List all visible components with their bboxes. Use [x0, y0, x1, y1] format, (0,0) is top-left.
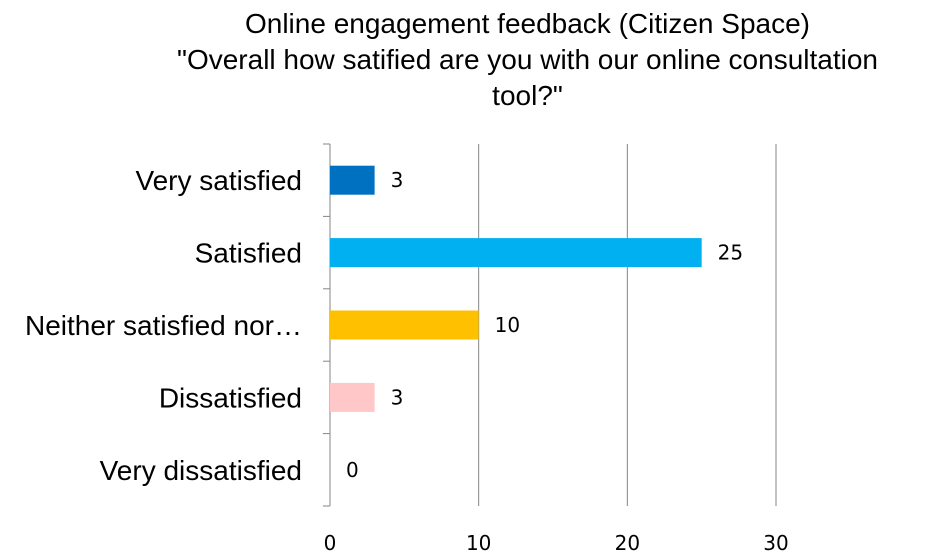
data-label-1: 25	[718, 241, 743, 265]
category-label-2: Neither satisfied nor…	[25, 310, 302, 341]
category-label-3: Dissatisfied	[159, 382, 302, 413]
x-tick-label-1: 10	[466, 531, 491, 554]
category-label-0: Very satisfied	[135, 165, 302, 196]
chart-title: Online engagement feedback (Citizen Spac…	[0, 6, 945, 114]
category-label-4: Very dissatisfied	[100, 455, 302, 486]
bar-3	[330, 382, 375, 412]
chart-title-line-1: Online engagement feedback (Citizen Spac…	[244, 8, 810, 39]
x-tick-label-0: 0	[324, 531, 337, 554]
bar-1	[330, 238, 702, 268]
chart-title-line-2: "Overall how satified are you with our o…	[177, 44, 878, 75]
bar-0	[330, 165, 375, 195]
x-tick-label-2: 20	[615, 531, 640, 554]
data-label-0: 3	[391, 168, 404, 192]
chart-title-line-3: tool?"	[492, 80, 563, 111]
bar-2	[330, 310, 479, 340]
data-label-4: 0	[346, 458, 359, 482]
data-label-2: 10	[495, 313, 520, 337]
category-label-1: Satisfied	[195, 238, 302, 269]
x-tick-label-3: 30	[763, 531, 788, 554]
data-label-3: 3	[391, 385, 404, 409]
